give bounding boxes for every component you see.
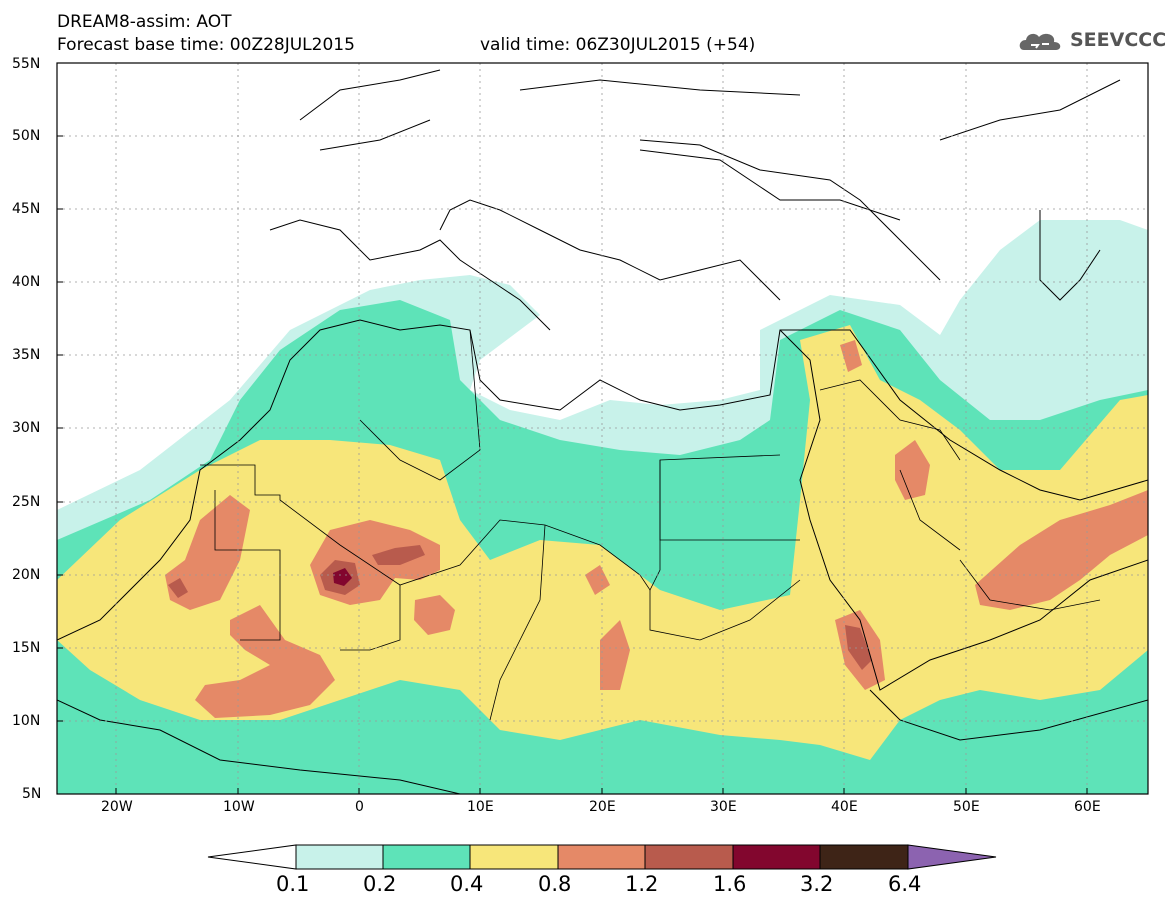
colorbar-label: 1.2 [625,872,659,896]
lat-label: 50N [12,128,41,144]
colorbar-segment [819,844,909,870]
aot-band-salmon [414,595,455,635]
lon-label: 20W [101,799,133,815]
colorbar-low-arrow [207,844,297,870]
country-borders [200,329,1101,721]
lat-label: 5N [22,786,42,802]
colorbar [207,844,997,870]
lat-label: 15N [12,640,41,656]
lat-label: 40N [12,274,41,290]
map-title: DREAM8-assim: AOT [57,12,232,32]
seevccc-logo: SEEVCCC [1070,29,1165,51]
lon-label: 10W [223,799,255,815]
lat-label: 30N [12,420,41,436]
colorbar-label: 0.1 [276,872,310,896]
colorbar-segment [469,844,559,870]
aot-band-brown [845,625,872,670]
lon-label: 40E [831,799,858,815]
colorbar-segment [732,844,821,870]
aot-band-salmon [975,490,1148,610]
lat-label: 20N [12,567,41,583]
aot-band-brown [372,545,425,565]
colorbar-label: 0.4 [450,872,484,896]
aot-band-salmon [165,495,250,610]
lat-label: 10N [12,713,41,729]
aot-band-salmon [840,340,862,372]
lon-label: 60E [1074,799,1101,815]
valid-time: valid time: 06Z30JUL2015 (+54) [480,35,756,55]
gridlines [57,63,1148,794]
colorbar-segment [644,844,734,870]
lat-label: 55N [12,56,41,72]
aot-band-salmon [585,565,610,595]
aot-band-darkred [333,568,352,586]
lon-label: 0 [355,799,364,815]
colorbar-segment [382,844,471,870]
aot-band-salmon [195,605,335,718]
colorbar-segment [557,844,646,870]
lat-label: 35N [12,347,41,363]
lon-label: 50E [953,799,980,815]
colorbar-segment [295,844,384,870]
cloud-icon [1019,33,1061,50]
aot-band-brown [168,578,188,598]
lon-label: 20E [589,799,616,815]
aot-contours [57,220,1148,794]
coastlines [57,69,1148,794]
colorbar-label: 0.8 [538,872,572,896]
aot-band-salmon [600,620,630,690]
lon-label: 10E [467,799,494,815]
lat-label: 45N [12,201,41,217]
colorbar-label: 6.4 [888,872,922,896]
forecast-base-time: Forecast base time: 00Z28JUL2015 [57,35,355,55]
colorbar-label: 1.6 [713,872,747,896]
lon-label: 30E [710,799,737,815]
colorbar-label: 0.2 [363,872,397,896]
lat-label: 25N [12,494,41,510]
aot-band-salmon [895,440,930,500]
axis-ticks [57,135,1088,794]
colorbar-label: 3.2 [800,872,834,896]
colorbar-high-arrow [907,844,997,870]
